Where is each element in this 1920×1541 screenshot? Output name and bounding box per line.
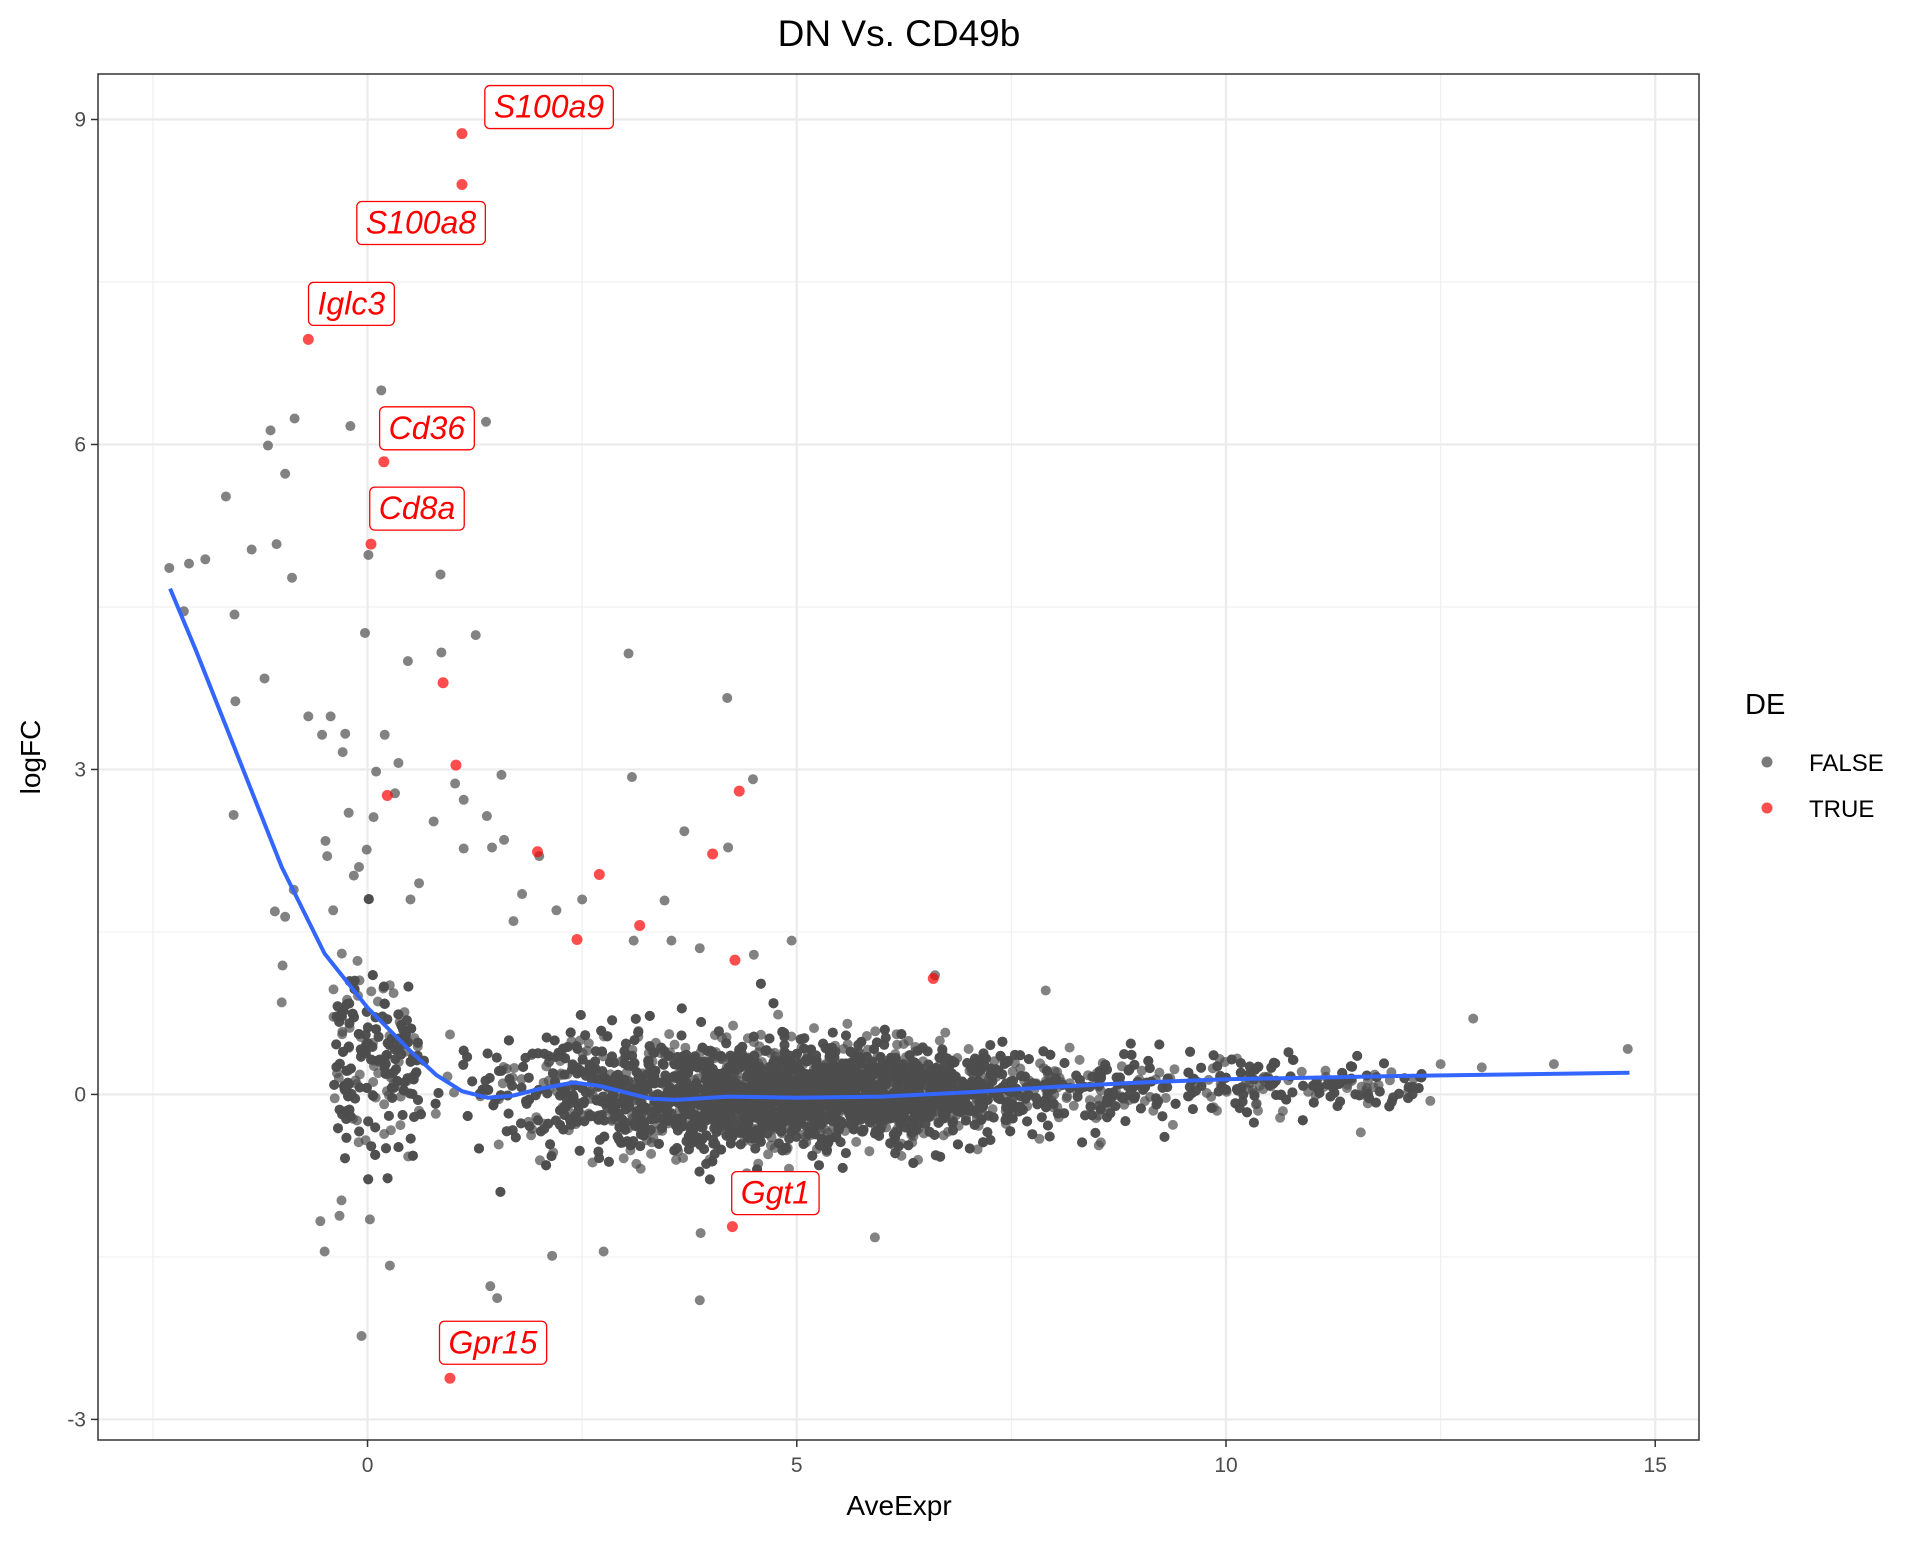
data-point-false xyxy=(892,1040,902,1050)
data-point-false xyxy=(365,1214,375,1224)
data-point-false xyxy=(728,1021,738,1031)
data-point-false xyxy=(851,1137,861,1147)
data-point-false xyxy=(1075,1055,1085,1065)
data-point-false xyxy=(1065,1043,1075,1053)
data-point-false xyxy=(395,1120,405,1130)
data-point-false xyxy=(1168,1120,1178,1130)
data-point-false xyxy=(337,1027,347,1037)
data-point-false xyxy=(864,1146,874,1156)
data-point-false xyxy=(337,1195,347,1205)
data-point-false xyxy=(646,1149,656,1159)
data-point-false xyxy=(379,1129,389,1139)
data-point-false xyxy=(353,956,363,966)
data-point-false xyxy=(445,1030,455,1040)
data-point-false xyxy=(1170,1064,1180,1074)
data-point-false xyxy=(354,1137,364,1147)
data-point-false xyxy=(389,988,399,998)
data-point-false xyxy=(526,1130,536,1140)
data-point-false xyxy=(330,1093,340,1103)
data-point-false xyxy=(1278,1106,1288,1116)
data-point-false xyxy=(431,1109,441,1119)
data-point-false xyxy=(870,1026,880,1036)
data-point-false xyxy=(1008,1067,1018,1077)
data-point-false xyxy=(379,1099,389,1109)
data-point-false xyxy=(664,1029,674,1039)
data-point-false xyxy=(1297,1067,1307,1077)
data-point-false xyxy=(773,1010,783,1020)
data-point-false xyxy=(631,1159,641,1169)
data-point-false xyxy=(940,1028,950,1038)
data-point-false xyxy=(335,1211,345,1221)
data-point-false xyxy=(1094,1140,1104,1150)
chart-title: DN Vs. CD49b xyxy=(778,13,1021,54)
data-point-false xyxy=(1321,1066,1331,1076)
data-point-false xyxy=(366,986,376,996)
data-point-false xyxy=(1069,1101,1079,1111)
data-point-false xyxy=(842,1019,852,1029)
data-point-false xyxy=(619,1153,629,1163)
data-point-false xyxy=(494,1140,504,1150)
data-point-false xyxy=(329,984,339,994)
data-point-false xyxy=(964,1044,974,1054)
data-point-false xyxy=(809,1023,819,1033)
